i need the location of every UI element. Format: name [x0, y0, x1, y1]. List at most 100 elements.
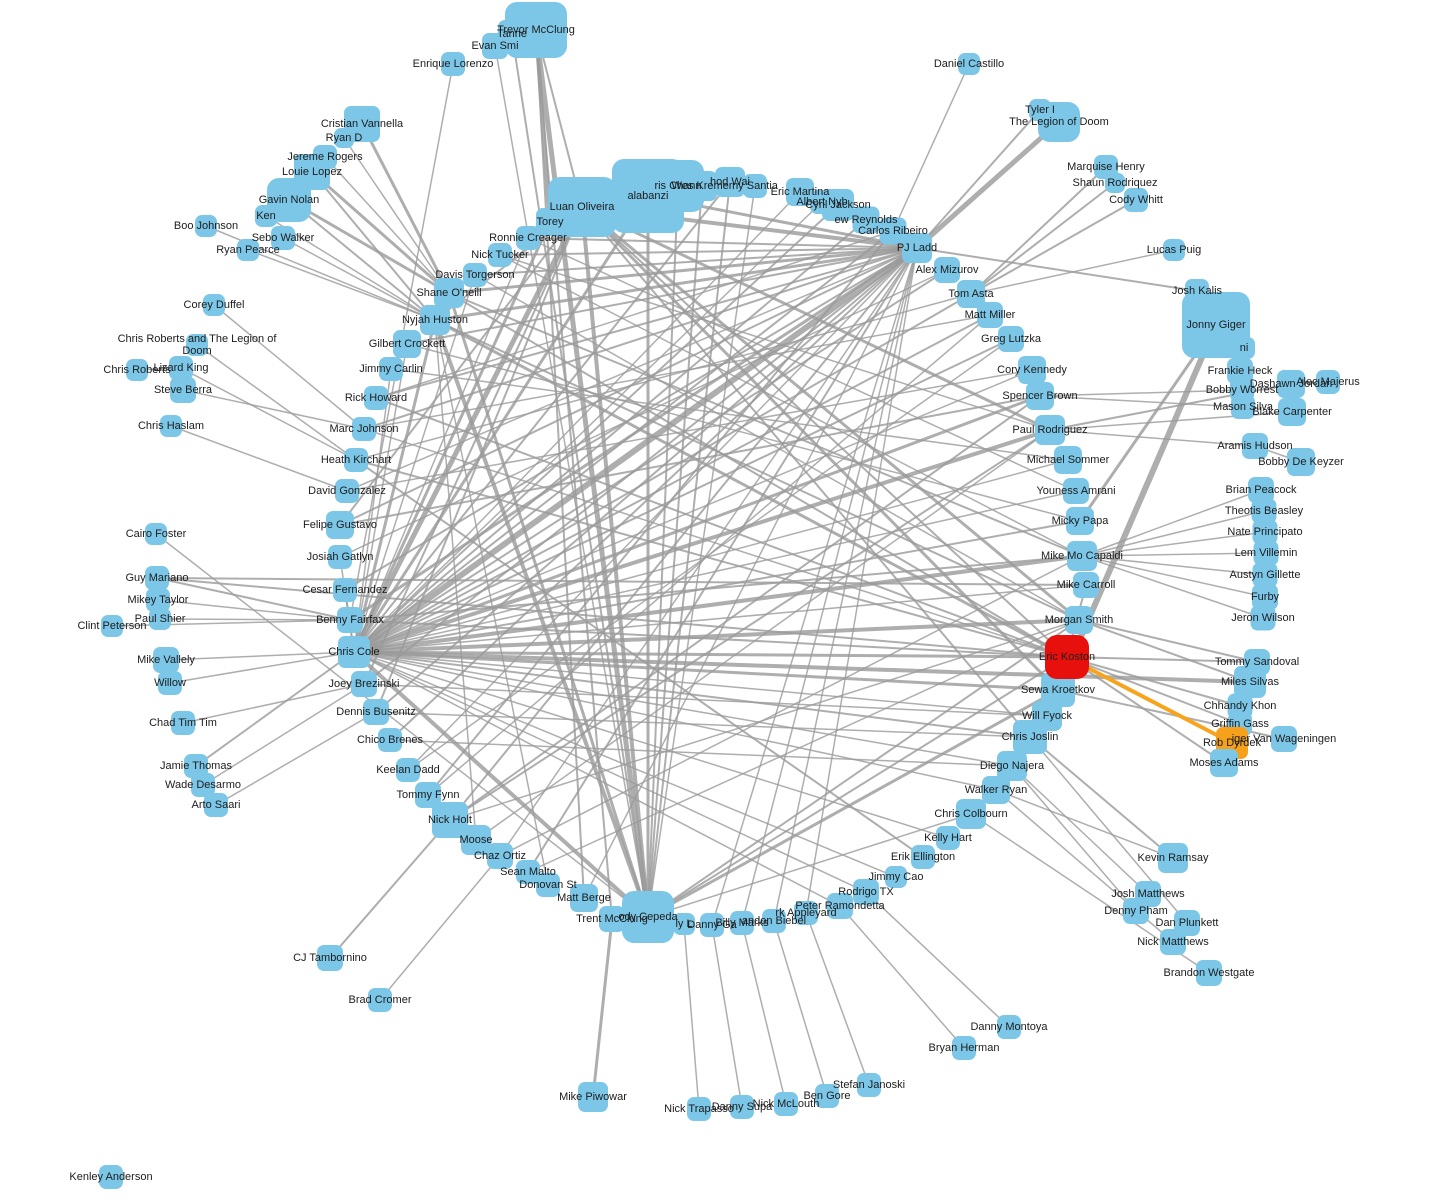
node-mike-carroll[interactable]: [1073, 572, 1099, 598]
node-kevin-ramsay[interactable]: [1158, 843, 1188, 873]
node-shaun-rodriquez[interactable]: [1105, 173, 1125, 193]
node-micky-papa[interactable]: [1066, 507, 1094, 535]
node-chaz-ortiz[interactable]: [487, 843, 513, 869]
node-jimmy-carlin[interactable]: [379, 357, 403, 381]
node-sebo-walker[interactable]: [271, 226, 295, 250]
node-evan-smi[interactable]: [482, 33, 508, 59]
node-morgan-smith[interactable]: [1065, 606, 1093, 634]
node-danny-ga[interactable]: [700, 913, 724, 937]
node-rick-howard[interactable]: [364, 386, 388, 410]
node-nick-trapasso[interactable]: [687, 1097, 711, 1121]
node-gavin-nolan[interactable]: [267, 178, 311, 222]
node-mike-piwowar[interactable]: [578, 1082, 608, 1112]
node-cj-tambornino[interactable]: [317, 945, 343, 971]
node-davis-torgerson[interactable]: [463, 263, 487, 287]
node-steve-berra[interactable]: [170, 377, 196, 403]
node-joey-brezinski[interactable]: [351, 671, 377, 697]
node-cairo-foster[interactable]: [145, 523, 167, 545]
node-lizard-king[interactable]: [169, 356, 193, 380]
node-andon-biebel[interactable]: [762, 909, 786, 933]
node-chad-tim-tim[interactable]: [171, 711, 195, 735]
node-paul-rodriguez[interactable]: [1035, 415, 1065, 445]
node-ryan-pearce[interactable]: [237, 239, 259, 261]
node-rk-appleyard[interactable]: [794, 901, 818, 925]
node-bobby-de-keyzer[interactable]: [1287, 448, 1315, 476]
node-billy-marks[interactable]: [730, 911, 754, 935]
node-nick-holt[interactable]: [432, 802, 468, 838]
node-frankie-heck[interactable]: [1227, 358, 1253, 384]
node-boo-johnson[interactable]: [195, 215, 217, 237]
node-aramis-hudson[interactable]: [1242, 433, 1268, 459]
node-corey-duffel[interactable]: [203, 294, 225, 316]
node-chris-roberts[interactable]: [126, 359, 148, 381]
node-cesar-fernandez[interactable]: [333, 578, 357, 602]
node-mikey-taylor[interactable]: [146, 588, 170, 612]
node-pj-ladd[interactable]: [902, 233, 932, 263]
node-hod-wai[interactable]: [715, 167, 745, 197]
node-ris-chann[interactable]: [652, 160, 704, 212]
node-trevor-mcclung[interactable]: [505, 2, 567, 58]
node-albert-nyb[interactable]: [810, 190, 834, 214]
node-marc-johnson[interactable]: [352, 417, 376, 441]
node-kelly-hart[interactable]: [936, 826, 960, 850]
node-jonny-giger[interactable]: [1182, 292, 1250, 358]
node-jeron-wilson[interactable]: [1250, 605, 1276, 631]
node-chris-haslam[interactable]: [160, 415, 182, 437]
node-josiah-gatlyn[interactable]: [328, 545, 352, 569]
node-trent-mcclung[interactable]: [599, 906, 625, 932]
node-dennis-busenitz[interactable]: [363, 699, 389, 725]
node-spencer-brown[interactable]: [1026, 382, 1054, 410]
node-nick-mclouth[interactable]: [774, 1092, 798, 1116]
node-danny-supa[interactable]: [730, 1095, 754, 1119]
node-youness-amrani[interactable]: [1063, 478, 1089, 504]
node-donovan-st[interactable]: [536, 873, 560, 897]
node-ny-santia[interactable]: [743, 174, 767, 198]
node-ody-cepeda[interactable]: [622, 891, 674, 943]
node-ryan-d[interactable]: [334, 128, 354, 148]
node-moses-adams[interactable]: [1210, 749, 1238, 777]
node-cody-whitt[interactable]: [1124, 188, 1148, 212]
node-dashawn-jordan[interactable]: [1277, 370, 1305, 398]
node-carlos-ribeiro[interactable]: [879, 217, 907, 245]
node-nyjah-huston[interactable]: [420, 305, 450, 335]
node-mike-vallely[interactable]: [153, 647, 179, 673]
node-matt-miller[interactable]: [977, 302, 1003, 328]
node-keelan-dadd[interactable]: [396, 758, 420, 782]
node-luan-oliveira[interactable]: [548, 177, 616, 237]
node-blake-carpenter[interactable]: [1278, 398, 1306, 426]
node-jimmy-cao[interactable]: [885, 866, 907, 888]
node-furby[interactable]: [1252, 584, 1278, 610]
node-eric-koston[interactable]: [1045, 635, 1089, 679]
node-felipe-gustavo[interactable]: [326, 511, 354, 539]
node-mason-silva[interactable]: [1231, 395, 1255, 419]
node-ben-gore[interactable]: [815, 1084, 839, 1108]
node-lem-villemin[interactable]: [1253, 540, 1279, 566]
node-wade-desarmo[interactable]: [191, 773, 215, 797]
node-brian-peacock[interactable]: [1248, 477, 1274, 503]
node-diego-najera[interactable]: [997, 751, 1027, 781]
node-eric-martina[interactable]: [786, 178, 814, 206]
node-gilbert-crockett[interactable]: [393, 330, 421, 358]
node-jamie-thomas[interactable]: [184, 754, 208, 778]
node-chris-cole[interactable]: [338, 636, 370, 668]
node-matt-berge[interactable]: [570, 884, 598, 912]
node-sewa-kroetkov[interactable]: [1041, 673, 1075, 707]
node-erik-ellington[interactable]: [911, 845, 935, 869]
node-ly-l[interactable]: [673, 913, 695, 935]
node-chico-brenes[interactable]: [378, 728, 402, 752]
node-brad-cromer[interactable]: [368, 988, 392, 1012]
node-nick-tucker[interactable]: [488, 243, 512, 267]
node-bryan-herman[interactable]: [952, 1036, 976, 1060]
node-benny-fairfax[interactable]: [337, 607, 363, 633]
node-enrique-lorenzo[interactable]: [441, 52, 465, 76]
node-shane-o-neill[interactable]: [434, 278, 464, 308]
node-walker-ryan[interactable]: [982, 776, 1010, 804]
node-tommy-fynn[interactable]: [415, 782, 441, 808]
node-david-gonzalez[interactable]: [335, 479, 359, 503]
node-lucas-puig[interactable]: [1163, 239, 1185, 261]
node-paul-shier[interactable]: [149, 608, 171, 630]
node-chris-colbourn[interactable]: [956, 799, 986, 829]
node-chris-roberts-and-the-legion-of[interactable]: [186, 334, 208, 356]
node-cory-kennedy[interactable]: [1018, 356, 1046, 384]
node-guy-mariano[interactable]: [145, 566, 169, 590]
